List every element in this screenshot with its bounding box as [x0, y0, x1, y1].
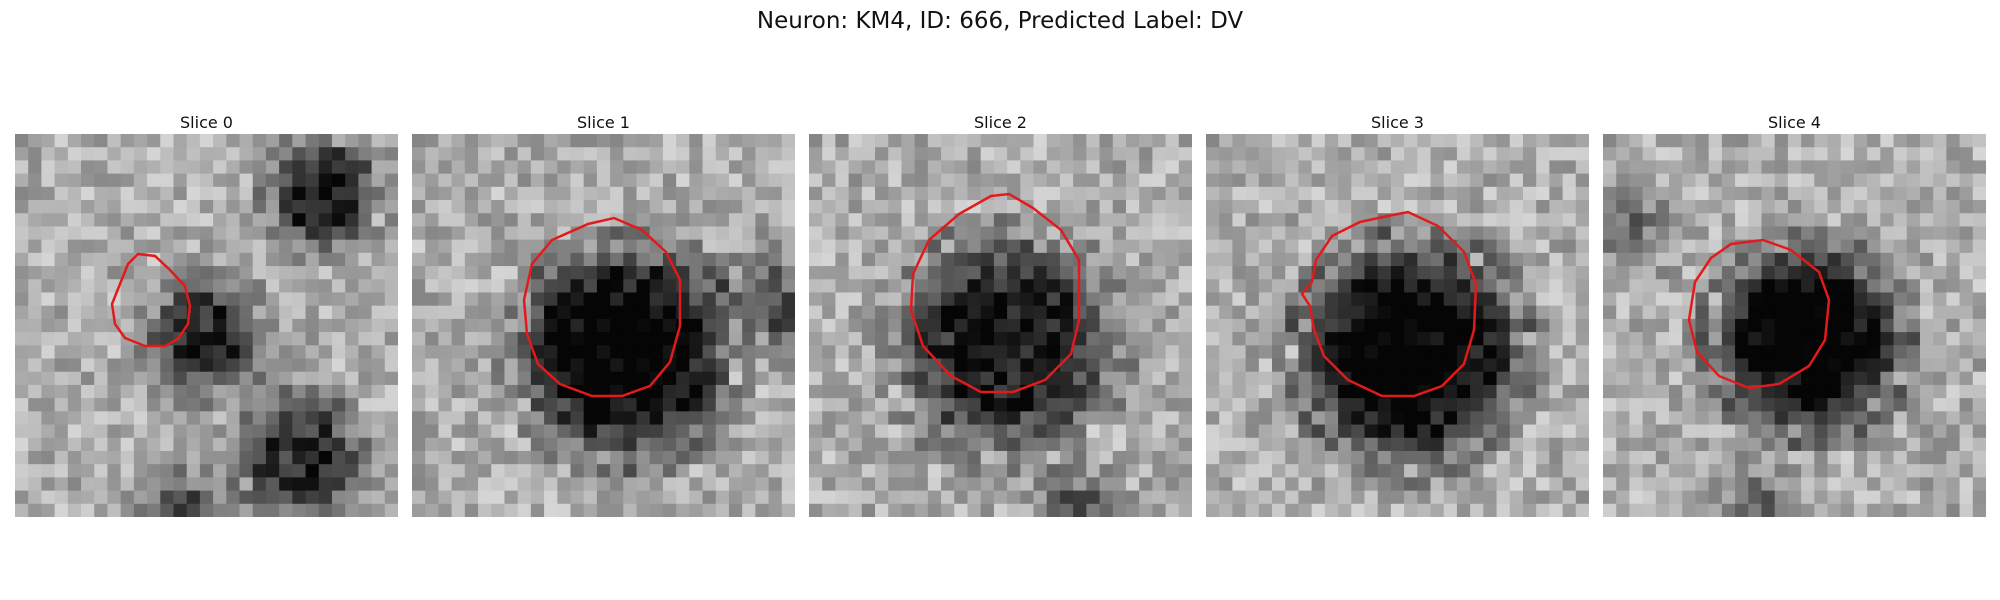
slice-panel-2: Slice 2 — [809, 112, 1192, 517]
slice-image-0 — [15, 134, 398, 517]
neuron-contour-4 — [1687, 238, 1831, 390]
neuron-contour-3 — [1300, 210, 1478, 398]
slice-panel-4: Slice 4 — [1603, 112, 1986, 517]
slice-title-2: Slice 2 — [974, 113, 1027, 132]
figure-title: Neuron: KM4, ID: 666, Predicted Label: D… — [756, 8, 1244, 34]
microscopy-pixels-2 — [809, 134, 1192, 517]
neuron-contour-0 — [110, 252, 192, 348]
microscopy-pixels-4 — [1603, 134, 1986, 517]
neuron-contour-1 — [522, 216, 682, 398]
slice-title-4: Slice 4 — [1768, 113, 1821, 132]
slice-panel-1: Slice 1 — [412, 112, 795, 517]
slice-title-3: Slice 3 — [1371, 113, 1424, 132]
microscopy-pixels-1 — [412, 134, 795, 517]
slice-image-2 — [809, 134, 1192, 517]
slice-image-3 — [1206, 134, 1589, 517]
slice-panel-0: Slice 0 — [15, 112, 398, 517]
slice-panel-3: Slice 3 — [1206, 112, 1589, 517]
slice-image-1 — [412, 134, 795, 517]
microscopy-pixels-0 — [15, 134, 398, 517]
slice-title-0: Slice 0 — [180, 113, 233, 132]
neuron-contour-2 — [909, 192, 1081, 394]
microscopy-pixels-3 — [1206, 134, 1589, 517]
slice-title-1: Slice 1 — [577, 113, 630, 132]
slice-image-4 — [1603, 134, 1986, 517]
